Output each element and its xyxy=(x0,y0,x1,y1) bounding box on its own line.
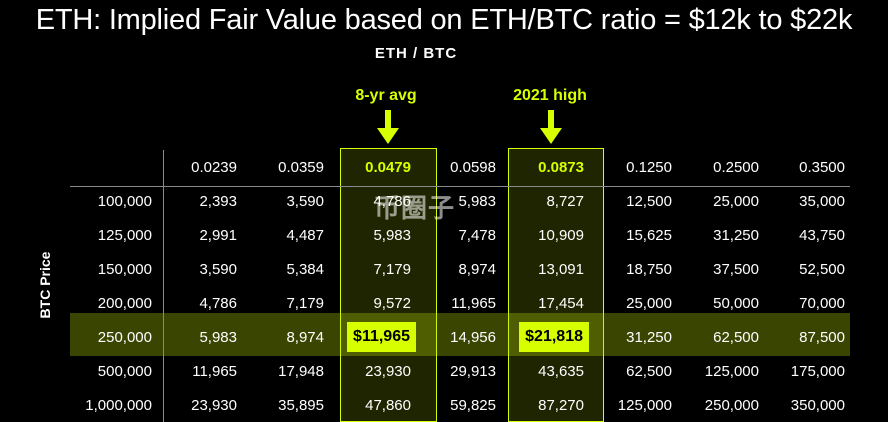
value-cell: 8,974 xyxy=(458,260,496,278)
btc-price-cell: 500,000 xyxy=(97,362,152,380)
value-cell: 15,625 xyxy=(626,226,672,244)
table-row: 1,000,000 23,930 35,895 47,860 59,825 87,270 1… xyxy=(70,388,850,422)
value-cell: 43,635 xyxy=(538,362,584,380)
value-cell: 5,983 xyxy=(458,192,496,210)
value-cell: 13,091 xyxy=(538,260,584,278)
value-cell: 7,179 xyxy=(286,294,324,312)
implied-fair-value-cell: $11,965 xyxy=(329,320,416,354)
horizontal-axis-line xyxy=(70,186,850,187)
value-cell: 3,590 xyxy=(286,192,324,210)
value-cell: 11,965 xyxy=(192,362,237,380)
value-cell: 125,000 xyxy=(617,396,672,414)
value-cell: 5,983 xyxy=(199,328,237,346)
value-cell: 37,500 xyxy=(713,260,759,278)
value-cell: 5,384 xyxy=(286,260,324,278)
value-cell: 25,000 xyxy=(713,192,759,210)
column-header: 0.0239 xyxy=(191,158,237,176)
column-header: 0.1250 xyxy=(626,158,672,176)
value-cell: 250,000 xyxy=(704,396,759,414)
vertical-axis-line xyxy=(163,150,164,422)
value-cell: 7,478 xyxy=(458,226,496,244)
value-cell: 7,179 xyxy=(373,260,411,278)
column-header: 0.2500 xyxy=(713,158,759,176)
table-row: 125,000 2,991 4,487 5,983 7,478 10,909 15,625 3… xyxy=(70,218,850,252)
value-cell: 17,454 xyxy=(538,294,584,312)
column-header: 0.0598 xyxy=(450,158,496,176)
btc-price-cell: 150,000 xyxy=(97,260,152,278)
value-cell: 87,270 xyxy=(538,396,584,414)
corner-cell xyxy=(70,150,157,184)
value-cell: 23,930 xyxy=(191,396,237,414)
highlight-column-8yr-avg xyxy=(340,148,437,422)
value-cell: 11,965 xyxy=(451,294,496,312)
value-cell: 70,000 xyxy=(799,294,845,312)
fair-value-table: 0.0239 0.0359 0.0479 0.0598 0.0873 0.1250 0.25… xyxy=(70,150,850,422)
value-cell: 3,590 xyxy=(199,260,237,278)
value-cell: 18,750 xyxy=(626,260,672,278)
value-cell: 14,956 xyxy=(450,328,496,346)
value-cell: 43,750 xyxy=(799,226,845,244)
value-cell: 62,500 xyxy=(626,362,672,380)
value-cell: 4,786 xyxy=(373,192,411,210)
table-row: 200,000 4,786 7,179 9,572 11,965 17,454 25,000… xyxy=(70,286,850,320)
btc-price-cell: 100,000 xyxy=(97,192,152,210)
column-axis-label: ETH / BTC xyxy=(374,45,458,62)
value-cell: 31,250 xyxy=(626,328,672,346)
table-row: 500,000 11,965 17,948 23,930 29,913 43,635 62,… xyxy=(70,354,850,388)
value-cell: 50,000 xyxy=(713,294,759,312)
value-cell: 52,500 xyxy=(799,260,845,278)
callout-2021-high: 2021 high xyxy=(513,87,587,104)
value-cell: 10,909 xyxy=(538,226,584,244)
highlight-row-250k xyxy=(70,313,850,356)
value-cell: 35,000 xyxy=(799,192,845,210)
value-cell: 2,991 xyxy=(199,226,237,244)
btc-price-cell: 250,000 xyxy=(97,328,152,346)
column-header: 0.3500 xyxy=(799,158,845,176)
value-cell: 47,860 xyxy=(365,396,411,414)
value-cell: 12,500 xyxy=(626,192,672,210)
value-cell: 4,786 xyxy=(199,294,237,312)
value-cell: 62,500 xyxy=(713,328,759,346)
value-cell: 35,895 xyxy=(278,396,324,414)
btc-price-cell: 200,000 xyxy=(97,294,152,312)
value-cell: 29,913 xyxy=(450,362,496,380)
value-cell: 5,983 xyxy=(373,226,411,244)
watermark: 币圈子 xyxy=(374,193,456,223)
column-header: 0.0359 xyxy=(278,158,324,176)
header-row: 0.0239 0.0359 0.0479 0.0598 0.0873 0.1250 0.25… xyxy=(70,150,850,184)
table-row: 150,000 3,590 5,384 7,179 8,974 13,091 18,750 3… xyxy=(70,252,850,286)
column-header: 0.0479 xyxy=(365,158,411,176)
table-row: 100,000 2,393 3,590 4,786 5,983 8,727 12,500 25… xyxy=(70,184,850,218)
chart-title: ETH: Implied Fair Value based on ETH/BTC… xyxy=(35,4,853,36)
value-cell: 87,500 xyxy=(799,328,845,346)
value-cell: 8,727 xyxy=(546,192,584,210)
value-cell: 350,000 xyxy=(790,396,845,414)
value-cell: 125,000 xyxy=(704,362,759,380)
value-cell: 59,825 xyxy=(450,396,496,414)
value-cell: 4,487 xyxy=(286,226,324,244)
implied-fair-value-cell: $21,818 xyxy=(501,320,589,354)
value-cell: 9,572 xyxy=(373,294,411,312)
value-cell: 8,974 xyxy=(286,328,324,346)
btc-price-cell: 1,000,000 xyxy=(85,396,152,414)
btc-price-cell: 125,000 xyxy=(97,226,152,244)
value-cell: 31,250 xyxy=(713,226,759,244)
value-cell: 175,000 xyxy=(790,362,845,380)
column-header: 0.0873 xyxy=(538,158,584,176)
value-cell: 23,930 xyxy=(365,362,411,380)
value-cell: 17,948 xyxy=(278,362,324,380)
value-cell: 2,393 xyxy=(199,192,237,210)
value-cell: 25,000 xyxy=(626,294,672,312)
table-row: 250,000 5,983 8,974 $11,965 14,956 $21,818 31,… xyxy=(70,320,850,354)
row-axis-label: BTC Price xyxy=(37,251,53,319)
down-arrow-icon xyxy=(540,110,562,144)
down-arrow-icon xyxy=(377,110,399,144)
callout-8yr-avg: 8-yr avg xyxy=(355,87,417,104)
highlight-column-2021-high xyxy=(508,148,604,422)
